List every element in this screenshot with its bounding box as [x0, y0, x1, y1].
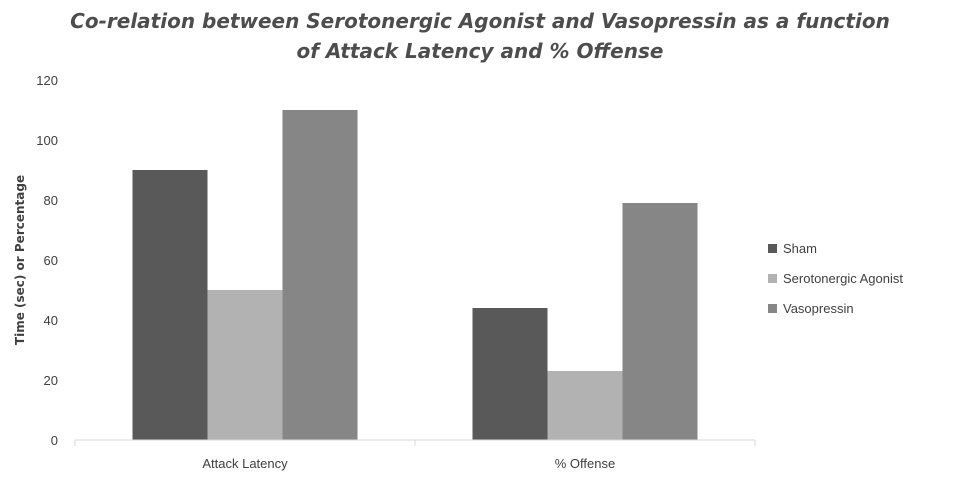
legend-item: Vasopressin [768, 293, 903, 323]
x-category-label: % Offense [555, 456, 615, 471]
y-tick-label: 80 [44, 193, 58, 208]
y-tick-label: 100 [36, 133, 58, 148]
y-axis-label: Time (sec) or Percentage [13, 175, 27, 345]
bar-sham [472, 308, 548, 440]
y-axis-ticks: 0 20 40 60 80 100 120 [36, 73, 58, 448]
x-axis-categories: Attack Latency % Offense [202, 456, 615, 471]
chart-title: Co-relation between Serotonergic Agonist… [0, 6, 960, 66]
y-tick-label: 20 [44, 373, 58, 388]
chart-title-line-2: of Attack Latency and % Offense [296, 39, 664, 63]
legend-swatch [768, 243, 777, 253]
bar-sham [132, 170, 208, 440]
legend-label: Serotonergic Agonist [783, 270, 903, 286]
y-tick-label: 60 [44, 253, 58, 268]
y-tick-label: 120 [36, 73, 58, 88]
legend-item: Serotonergic Agonist [768, 263, 903, 293]
legend-swatch [768, 273, 777, 283]
y-tick-label: 0 [51, 433, 58, 448]
bar-vasopressin [282, 110, 358, 440]
chart-title-line-1: Co-relation between Serotonergic Agonist… [70, 9, 890, 33]
legend-label: Sham [783, 240, 817, 256]
bar-serotonergic-agonist [207, 290, 283, 440]
legend-label: Vasopressin [783, 300, 854, 316]
bar-vasopressin [622, 203, 698, 440]
legend: Sham Serotonergic Agonist Vasopressin [768, 233, 903, 323]
legend-item: Sham [768, 233, 903, 263]
bar-serotonergic-agonist [547, 371, 623, 440]
legend-swatch [768, 303, 777, 313]
bars [132, 110, 698, 440]
x-category-label: Attack Latency [202, 456, 288, 471]
x-axis [74, 439, 756, 446]
y-tick-label: 40 [44, 313, 58, 328]
